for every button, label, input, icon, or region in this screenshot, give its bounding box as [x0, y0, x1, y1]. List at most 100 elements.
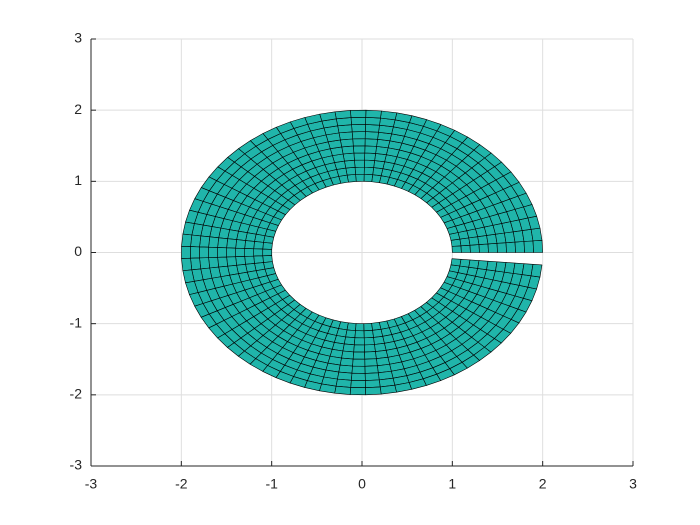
mesh-cell: [365, 109, 382, 119]
mesh-cell: [350, 380, 366, 388]
mesh-cell: [380, 110, 398, 121]
mesh-cell: [468, 259, 480, 269]
y-tick-label: -3: [70, 457, 83, 473]
mesh-cell: [190, 234, 202, 248]
x-tick-label: -1: [265, 476, 278, 492]
mesh-cell: [244, 240, 255, 250]
mesh-cell: [514, 241, 525, 253]
mesh-cell: [365, 386, 382, 396]
mesh-cell: [262, 242, 273, 250]
mesh-cell: [477, 260, 489, 270]
mesh-cell: [355, 323, 365, 332]
mesh-cell: [353, 344, 365, 353]
mesh-cell: [364, 152, 376, 161]
mesh-cell: [253, 255, 264, 264]
mesh-cell: [364, 159, 375, 168]
mesh-cell: [352, 145, 366, 154]
mesh-cell: [364, 372, 380, 381]
mesh-cell: [363, 166, 374, 175]
mesh-cell: [339, 357, 354, 367]
mesh-cell: [364, 351, 377, 360]
mesh-cell: [496, 242, 507, 253]
mesh-cell: [363, 322, 373, 332]
mesh-cell: [364, 358, 378, 367]
mesh-cell: [346, 322, 357, 331]
mesh-cell: [354, 337, 365, 346]
mesh-cell: [342, 152, 355, 162]
mesh-cell: [371, 174, 382, 183]
mesh-cell: [459, 259, 471, 268]
x-tick-label: 2: [539, 476, 547, 492]
mesh-cell: [181, 257, 193, 272]
mesh-cell: [351, 131, 366, 140]
mesh-cell: [365, 379, 381, 388]
mesh-cell: [352, 358, 366, 367]
mesh-cell: [354, 166, 365, 175]
mesh-cell: [355, 173, 365, 182]
mesh-cell: [341, 350, 355, 360]
mesh-cell: [341, 145, 355, 155]
mesh-cell: [208, 246, 218, 258]
mesh-cell: [460, 244, 471, 253]
mesh-cell: [244, 248, 254, 257]
mesh-cell: [363, 330, 374, 339]
mesh-cell: [190, 246, 200, 259]
mesh-cell: [365, 124, 380, 133]
x-tick-label: 0: [358, 476, 366, 492]
y-tick-label: 3: [74, 30, 82, 46]
mesh-cell: [344, 159, 356, 169]
mesh-cell: [235, 247, 245, 258]
mesh-cell: [190, 257, 202, 271]
mesh-cell: [340, 138, 354, 148]
y-tick-label: -2: [70, 386, 83, 402]
mesh-cell: [226, 238, 237, 249]
y-tick-label: 1: [74, 172, 82, 188]
mesh-cell: [208, 236, 219, 248]
mesh-cell: [217, 237, 228, 249]
mesh-cell: [350, 109, 367, 118]
mesh-cell: [334, 110, 352, 120]
x-tick-label: 1: [448, 476, 456, 492]
mesh-cell: [353, 152, 366, 161]
mesh-cell: [478, 243, 489, 253]
mesh-cell: [351, 124, 366, 133]
mesh-cell: [263, 235, 275, 244]
mesh-cell: [505, 241, 516, 253]
mesh-cell: [244, 255, 255, 265]
mesh-cell: [226, 247, 236, 258]
mesh-cell: [199, 257, 210, 270]
mesh-cell: [217, 256, 228, 268]
mesh-cell: [364, 131, 379, 140]
mesh-cell: [199, 246, 209, 259]
mesh-cell: [181, 233, 193, 247]
y-tick-label: 0: [74, 243, 82, 259]
mesh-cell: [253, 241, 264, 250]
mesh-cell: [343, 336, 356, 346]
x-tick-label: 3: [629, 476, 637, 492]
mesh-cell: [379, 384, 397, 395]
y-tick-label: 2: [74, 101, 82, 117]
mesh-cell: [364, 365, 379, 374]
mesh-cell: [349, 387, 367, 396]
mesh-cell: [477, 235, 489, 245]
mesh-cell: [532, 239, 543, 253]
mesh-cell: [208, 257, 219, 269]
mesh-cell: [530, 227, 543, 242]
mesh-cell: [363, 337, 375, 346]
mesh-cell: [345, 166, 356, 176]
mesh-cell: [523, 240, 534, 253]
y-tick-label: -1: [70, 314, 83, 330]
mesh-cell: [342, 343, 355, 353]
mesh-cell: [365, 117, 381, 126]
mesh-cell: [363, 173, 374, 183]
mesh-cell: [352, 138, 366, 147]
mesh-cell: [226, 256, 237, 267]
mesh-cell: [450, 258, 462, 267]
mesh-cell: [253, 248, 264, 257]
mesh-cell: [487, 243, 498, 253]
mesh-cell: [364, 145, 377, 154]
mesh-cell: [350, 117, 367, 125]
mesh-cell: [345, 329, 356, 339]
mesh-cell: [469, 244, 480, 253]
